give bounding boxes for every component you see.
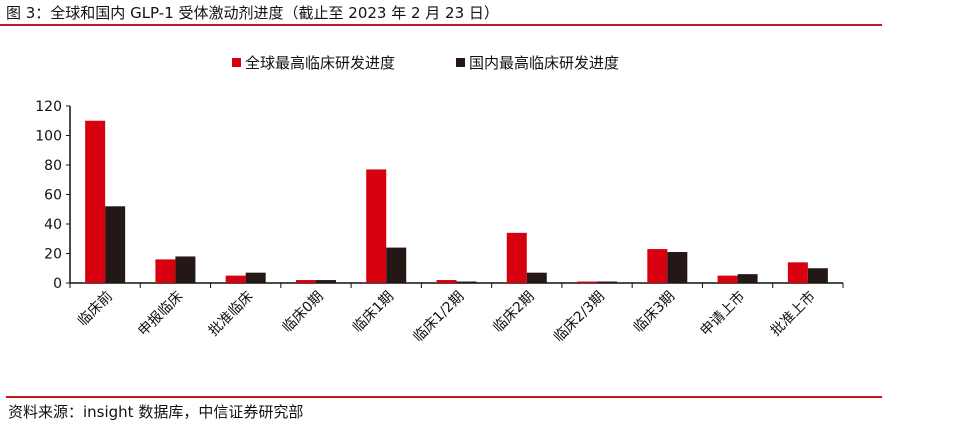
x-tick-label: 临床1/2期 bbox=[410, 289, 467, 346]
bar-global bbox=[506, 232, 527, 283]
y-tick-label: 120 bbox=[35, 99, 62, 115]
y-tick-label: 0 bbox=[53, 276, 62, 292]
y-tick-label: 100 bbox=[35, 129, 62, 145]
bar-global bbox=[577, 281, 598, 283]
bar-global bbox=[85, 120, 106, 283]
source-note: 资料来源：insight 数据库，中信证券研究部 bbox=[8, 403, 304, 421]
legend-swatch bbox=[232, 58, 241, 67]
bar-domestic bbox=[245, 272, 266, 283]
legend-label: 全球最高临床研发进度 bbox=[245, 54, 395, 72]
bar-global bbox=[155, 259, 176, 283]
y-tick-label: 60 bbox=[44, 188, 62, 204]
bar-chart: 0 20 40 60 80 100 120 临床前 申报临床 批准临床 临床0期 临床1期 临床1/2期… bbox=[35, 54, 844, 346]
bar-domestic bbox=[667, 252, 688, 283]
bar-domestic bbox=[597, 281, 618, 283]
bar-global bbox=[295, 280, 316, 283]
x-tick-label: 申请上市 bbox=[697, 288, 749, 340]
bar-domestic bbox=[456, 281, 477, 283]
bar-global bbox=[787, 262, 808, 283]
footer-divider bbox=[6, 396, 882, 398]
bar-domestic bbox=[315, 280, 336, 283]
bar-domestic bbox=[737, 274, 758, 283]
legend-swatch bbox=[456, 58, 465, 67]
bar-global bbox=[436, 280, 457, 283]
bar-domestic bbox=[526, 272, 547, 283]
y-tick-label: 80 bbox=[44, 158, 62, 174]
legend-label: 国内最高临床研发进度 bbox=[469, 54, 619, 72]
x-tick-label: 批准临床 bbox=[206, 289, 257, 340]
x-tick-label: 临床1期 bbox=[350, 289, 397, 336]
x-tick-label: 临床2期 bbox=[490, 289, 537, 336]
x-tick-label: 临床前 bbox=[74, 288, 116, 330]
bar-global bbox=[366, 169, 387, 283]
x-tick-label: 申报临床 bbox=[135, 289, 186, 340]
bar-global bbox=[647, 249, 668, 283]
bar-domestic bbox=[807, 268, 828, 283]
x-tick-label: 临床0期 bbox=[279, 289, 326, 336]
x-tick-label: 临床2/3期 bbox=[551, 289, 608, 346]
figure-title: 图 3：全球和国内 GLP-1 受体激动剂进度（截止至 2023 年 2 月 2… bbox=[6, 4, 499, 22]
title-divider bbox=[0, 24, 882, 26]
bar-domestic bbox=[386, 247, 407, 283]
y-tick-label: 20 bbox=[44, 247, 62, 263]
bar-domestic bbox=[105, 206, 126, 283]
x-tick-label: 批准上市 bbox=[767, 288, 819, 340]
bar-global bbox=[225, 275, 246, 283]
y-tick-label: 40 bbox=[44, 217, 62, 233]
x-tick-label: 临床3期 bbox=[631, 289, 678, 336]
bar-global bbox=[717, 275, 738, 283]
bar-domestic bbox=[175, 256, 196, 283]
